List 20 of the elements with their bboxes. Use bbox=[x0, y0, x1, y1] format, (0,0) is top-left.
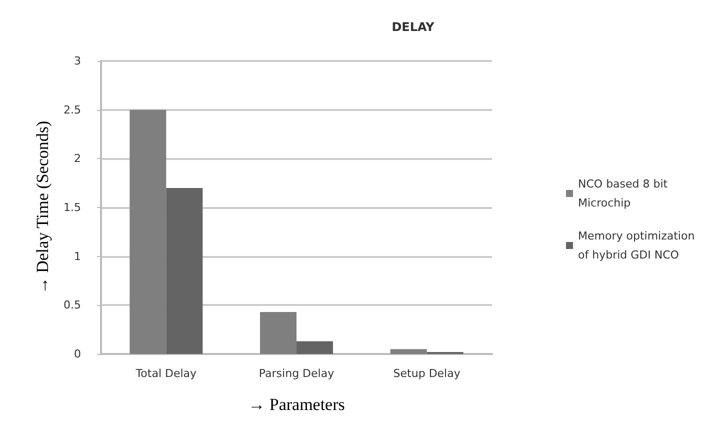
bar bbox=[296, 341, 333, 354]
x-tick-label: Setup Delay bbox=[393, 367, 461, 380]
bar bbox=[390, 349, 427, 354]
y-tick-label: 0 bbox=[74, 348, 81, 360]
bar bbox=[260, 312, 296, 354]
y-axis-title: → Delay Time (Seconds) bbox=[33, 120, 52, 294]
x-axis-title: → Parameters bbox=[248, 395, 345, 414]
chart-title: DELAY bbox=[392, 20, 435, 34]
y-tick-label: 3 bbox=[74, 54, 81, 68]
x-tick-label: Parsing Delay bbox=[258, 367, 335, 380]
legend-label: Memory optimization of hybrid GDI NCO bbox=[578, 230, 698, 262]
bar bbox=[130, 110, 166, 354]
y-tick-label: 1 bbox=[74, 250, 81, 263]
y-tick-label: 2 bbox=[74, 152, 81, 166]
bar bbox=[166, 188, 203, 354]
legend-label: NCO based 8 bit Microchip bbox=[578, 178, 672, 210]
y-tick-label: 0.5 bbox=[64, 298, 81, 312]
x-tick-label: Total Delay bbox=[134, 367, 198, 380]
y-tick-label: 2.5 bbox=[64, 103, 81, 116]
y-tick-label: 1.5 bbox=[64, 201, 81, 214]
